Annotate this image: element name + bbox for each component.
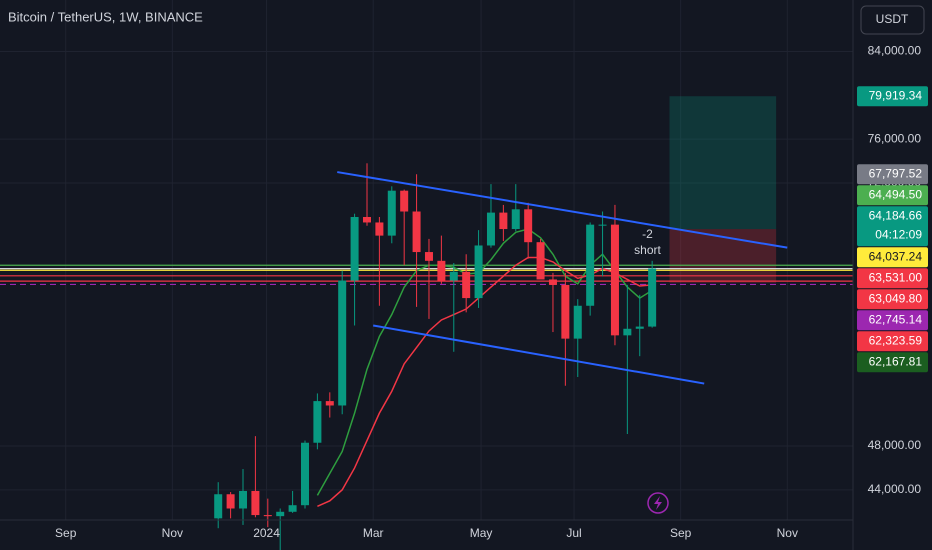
price-label-bg bbox=[857, 164, 928, 185]
position-target-zone bbox=[669, 96, 777, 230]
candle-body bbox=[338, 280, 347, 406]
candle-body bbox=[288, 505, 297, 512]
candle-body bbox=[214, 494, 223, 519]
candle-body bbox=[610, 224, 619, 336]
price-label: 64,494.50 bbox=[869, 187, 923, 201]
candle-body bbox=[387, 190, 396, 236]
currency-button-label[interactable]: USDT bbox=[876, 12, 909, 26]
candle-body bbox=[424, 252, 433, 261]
y-tick-label: 84,000.00 bbox=[868, 44, 922, 58]
price-label-bg bbox=[857, 331, 928, 352]
x-tick-label: Sep bbox=[670, 526, 692, 540]
price-label: 64,184.66 bbox=[869, 208, 923, 222]
price-label-bg bbox=[857, 289, 928, 310]
y-tick-label: 44,000.00 bbox=[868, 482, 922, 496]
price-label: 67,797.52 bbox=[869, 166, 923, 180]
candle-body bbox=[524, 209, 533, 243]
x-tick-label: Nov bbox=[777, 526, 798, 540]
candle-body bbox=[573, 305, 582, 339]
icon-ring[interactable] bbox=[647, 492, 669, 514]
candle-body bbox=[412, 211, 421, 253]
candle-body bbox=[239, 490, 248, 509]
price-label: 62,323.59 bbox=[869, 333, 923, 347]
x-tick-label: Sep bbox=[55, 526, 77, 540]
moving-average bbox=[316, 228, 653, 496]
candle-body bbox=[350, 216, 359, 281]
trendline bbox=[337, 171, 788, 249]
y-tick-label: 76,000.00 bbox=[868, 131, 922, 145]
candle-body bbox=[226, 494, 235, 509]
position-quantity: -2 bbox=[642, 227, 653, 241]
candle-body bbox=[648, 268, 657, 327]
price-label: 63,531.00 bbox=[869, 270, 923, 284]
candle-body bbox=[263, 515, 272, 517]
candle-body bbox=[325, 401, 334, 406]
candle-body bbox=[536, 242, 545, 280]
price-label: 64,037.24 bbox=[869, 249, 923, 263]
price-label: 63,049.80 bbox=[869, 291, 923, 305]
y-tick-label: 48,000.00 bbox=[868, 438, 922, 452]
price-label: 62,167.81 bbox=[869, 354, 923, 368]
price-label-bg bbox=[857, 206, 928, 247]
x-tick-label: Jul bbox=[566, 526, 581, 540]
price-label-bg bbox=[857, 352, 928, 373]
trendline bbox=[373, 324, 705, 385]
x-tick-label: 2024 bbox=[253, 526, 280, 540]
candle-body bbox=[276, 511, 285, 517]
candle-body bbox=[561, 284, 570, 339]
candle-body bbox=[623, 328, 632, 336]
candle-body bbox=[486, 212, 495, 246]
x-tick-label: Mar bbox=[363, 526, 384, 540]
candle-body bbox=[375, 222, 384, 236]
candle-body bbox=[598, 224, 607, 226]
x-tick-label: Nov bbox=[162, 526, 183, 540]
lightning-icon[interactable] bbox=[647, 492, 669, 514]
price-label-bg bbox=[857, 310, 928, 331]
candle-body bbox=[511, 209, 520, 230]
candle-body bbox=[586, 224, 595, 306]
candle-body bbox=[499, 212, 508, 230]
candle-body bbox=[437, 260, 446, 281]
price-label-bg bbox=[857, 185, 928, 206]
price-label: 62,745.14 bbox=[869, 312, 923, 326]
candle-body bbox=[462, 271, 471, 299]
icon-bolt[interactable] bbox=[654, 496, 662, 510]
candle-body bbox=[362, 216, 371, 223]
plot-area bbox=[0, 0, 853, 550]
position-stop-zone bbox=[669, 229, 777, 283]
price-label-bg bbox=[857, 247, 928, 268]
moving-average bbox=[317, 256, 653, 507]
candle-body bbox=[313, 401, 322, 443]
price-label-bg bbox=[857, 268, 928, 289]
candle-body bbox=[400, 190, 409, 212]
candle-body bbox=[251, 490, 260, 516]
price-label: 79,919.34 bbox=[869, 88, 923, 102]
x-tick-label: May bbox=[470, 526, 493, 540]
candle-body bbox=[548, 279, 557, 285]
chart-title: Bitcoin / TetherUS, 1W, BINANCE bbox=[8, 9, 203, 24]
candle-body bbox=[635, 326, 644, 329]
currency-button[interactable] bbox=[860, 5, 925, 35]
candle-body bbox=[449, 271, 458, 281]
price-countdown: 04:12:09 bbox=[875, 227, 922, 241]
candle-body bbox=[300, 442, 309, 506]
price-label-bg bbox=[857, 86, 928, 107]
position-side: short bbox=[634, 243, 661, 257]
candle-body bbox=[474, 245, 483, 299]
